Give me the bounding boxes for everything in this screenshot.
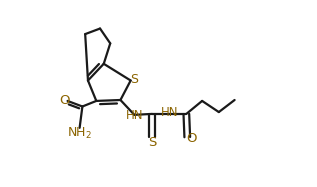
Text: S: S: [148, 136, 156, 149]
Text: HN: HN: [161, 105, 178, 119]
Text: O: O: [187, 132, 197, 145]
Text: NH$_2$: NH$_2$: [67, 126, 92, 141]
Text: S: S: [130, 73, 139, 86]
Text: O: O: [59, 94, 69, 107]
Text: HN: HN: [126, 109, 143, 122]
